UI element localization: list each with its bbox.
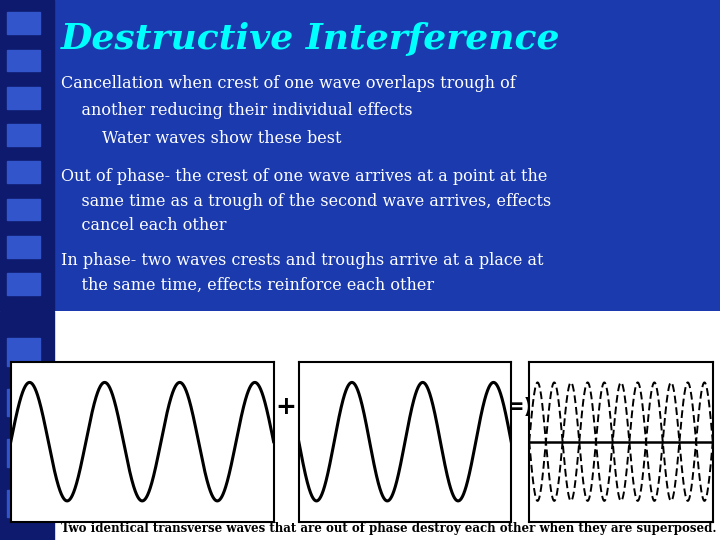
Bar [7, 124, 40, 146]
Text: Two identical transverse waves that are out of phase destroy each other when the: Two identical transverse waves that are … [61, 522, 716, 535]
Text: Destructive Interference: Destructive Interference [61, 22, 561, 56]
Text: Cancellation when crest of one wave overlaps trough of: Cancellation when crest of one wave over… [61, 75, 516, 91]
Bar [7, 489, 40, 517]
Text: Out of phase- the crest of one wave arrives at a point at the: Out of phase- the crest of one wave arri… [61, 167, 548, 185]
Bar [7, 236, 40, 258]
Bar [7, 161, 40, 183]
Text: another reducing their individual effects: another reducing their individual effect… [61, 103, 413, 119]
Bar [0, 0, 54, 310]
Bar [0, 310, 54, 540]
Bar [7, 12, 40, 34]
Text: the same time, effects reinforce each other: the same time, effects reinforce each ot… [61, 276, 434, 293]
Bar [7, 87, 40, 109]
Text: cancel each other: cancel each other [61, 217, 227, 234]
Bar [7, 50, 40, 71]
Text: Water waves show these best: Water waves show these best [61, 130, 342, 147]
Bar [7, 273, 40, 295]
Text: In phase- two waves crests and troughs arrive at a place at: In phase- two waves crests and troughs a… [61, 252, 544, 268]
Bar [7, 439, 40, 467]
Bar [7, 338, 40, 366]
Text: =): =) [507, 397, 534, 417]
Bar [7, 389, 40, 416]
Bar [7, 199, 40, 220]
Text: same time as a trough of the second wave arrives, effects: same time as a trough of the second wave… [61, 192, 552, 210]
Text: +: + [276, 395, 297, 419]
